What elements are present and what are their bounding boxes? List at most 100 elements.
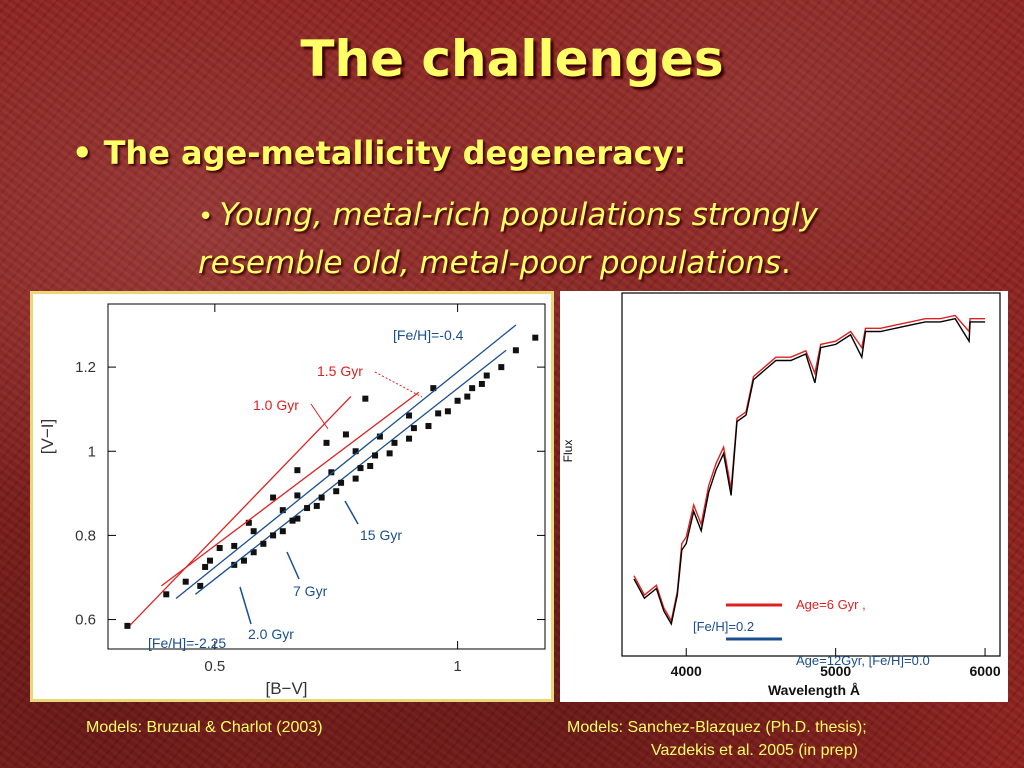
data-point — [391, 439, 398, 446]
data-point — [124, 622, 131, 629]
annotation-label: [Fe/H]=-2.25 — [148, 635, 226, 651]
model-line — [126, 396, 352, 629]
data-point — [425, 423, 432, 430]
data-point — [430, 385, 437, 392]
x-axis-label: Wavelength Å — [768, 682, 860, 698]
bullet-main: • The age-metallicity degeneracy: — [72, 134, 686, 172]
data-point — [464, 393, 471, 400]
data-point — [304, 505, 311, 512]
data-point — [206, 557, 213, 564]
data-point — [362, 395, 369, 402]
data-point — [318, 494, 325, 501]
data-point — [270, 494, 277, 501]
data-point — [406, 412, 413, 419]
y-tick-label: 1.2 — [75, 359, 96, 376]
bullet-sub: • Young, metal-rich populations strongly … — [198, 192, 938, 286]
data-point — [294, 492, 301, 499]
y-tick-label: 0.6 — [75, 612, 96, 629]
data-point — [323, 439, 330, 446]
model-line — [194, 349, 507, 595]
bullet-dot: • — [72, 134, 104, 172]
x-tick-label: 1 — [453, 658, 461, 675]
plot-frame — [621, 292, 1001, 657]
data-point — [376, 433, 383, 440]
annotation-label: 2.0 Gyr — [248, 626, 294, 642]
model-line — [161, 391, 420, 587]
data-point — [483, 372, 490, 379]
x-tick-label: 6000 — [969, 663, 1000, 679]
data-point — [294, 467, 301, 474]
data-point — [352, 475, 359, 482]
data-point — [357, 465, 364, 472]
spectrum-chart-panel: 4000 5000 6000 Wavelength Å Flux Age=6 Gyr , [… — [560, 291, 1008, 702]
data-point — [289, 517, 296, 524]
annotation-label: 7 Gyr — [293, 583, 328, 599]
model-line — [175, 324, 517, 600]
y-axis-label: [V−I] — [38, 419, 57, 454]
data-point — [163, 591, 170, 598]
data-point — [250, 549, 257, 556]
data-point — [279, 528, 286, 535]
data-point — [454, 397, 461, 404]
data-point — [342, 431, 349, 438]
data-point — [333, 488, 340, 495]
data-point — [512, 347, 519, 354]
data-point — [197, 582, 204, 589]
data-point — [435, 410, 442, 417]
data-point — [498, 364, 505, 371]
annotation-pointer — [286, 551, 300, 580]
data-point — [372, 452, 379, 459]
legend-label: Age=12Gyr, [Fe/H]=0.0 — [796, 653, 930, 668]
data-point — [410, 425, 417, 432]
annotation-label: 15 Gyr — [360, 527, 402, 543]
annotation-label: [Fe/H]=-0.4 — [393, 327, 464, 343]
data-point — [328, 469, 335, 476]
annotation-label: 1.5 Gyr — [317, 363, 363, 379]
color-color-chart: 0.6 0.8 1 1.2 0.5 1 [B−V] [V−I] [Fe/H]=-0.4 1.5 G… — [38, 303, 546, 698]
caption-right-line1: Models: Sanchez-Blazquez (Ph.D. thesis); — [567, 719, 867, 736]
bullet-main-text: The age-metallicity degeneracy: — [103, 134, 687, 172]
spectrum-line — [633, 314, 986, 623]
data-point — [231, 542, 238, 549]
data-point — [216, 545, 223, 552]
plot-frame — [107, 303, 546, 650]
x-tick-label: 5000 — [820, 663, 851, 679]
data-point — [478, 380, 485, 387]
data-point — [352, 448, 359, 455]
sub-bullet-dot: • — [198, 202, 214, 232]
data-point — [406, 435, 413, 442]
data-point — [386, 450, 393, 457]
legend-label: [Fe/H]=0.2 — [693, 619, 754, 634]
annotation-pointer — [310, 403, 329, 430]
x-tick-label: 0.5 — [204, 658, 225, 675]
data-point — [240, 557, 247, 564]
data-point — [367, 462, 374, 469]
y-axis-label: Flux — [561, 440, 575, 463]
data-point — [444, 408, 451, 415]
slide-title: The challenges — [300, 30, 724, 88]
caption-right-line2: Vazdekis et al. 2005 (in prep) — [651, 742, 858, 759]
legend-label: Age=6 Gyr , — [796, 597, 866, 612]
data-point — [338, 479, 345, 486]
data-point — [313, 502, 320, 509]
y-tick-label: 0.8 — [75, 527, 96, 544]
data-point — [294, 515, 301, 522]
bullet-sub-text: Young, metal-rich populations strongly r… — [198, 197, 818, 281]
data-point — [270, 532, 277, 539]
data-point — [182, 578, 189, 585]
data-point — [250, 528, 257, 535]
bullet-sub-period: . — [780, 245, 791, 281]
data-point — [260, 540, 267, 547]
y-tick-label: 1 — [88, 443, 96, 460]
annotation-pointer — [239, 586, 252, 625]
annotation-pointer — [344, 500, 359, 525]
data-point — [279, 507, 286, 514]
x-tick-label: 4000 — [671, 663, 702, 679]
data-point — [469, 385, 476, 392]
caption-left: Models: Bruzual & Charlot (2003) — [86, 719, 323, 736]
data-point — [231, 561, 238, 568]
data-point — [202, 563, 209, 570]
x-axis-label: [B−V] — [265, 679, 307, 698]
spectrum-line — [633, 317, 986, 626]
data-point — [245, 519, 252, 526]
